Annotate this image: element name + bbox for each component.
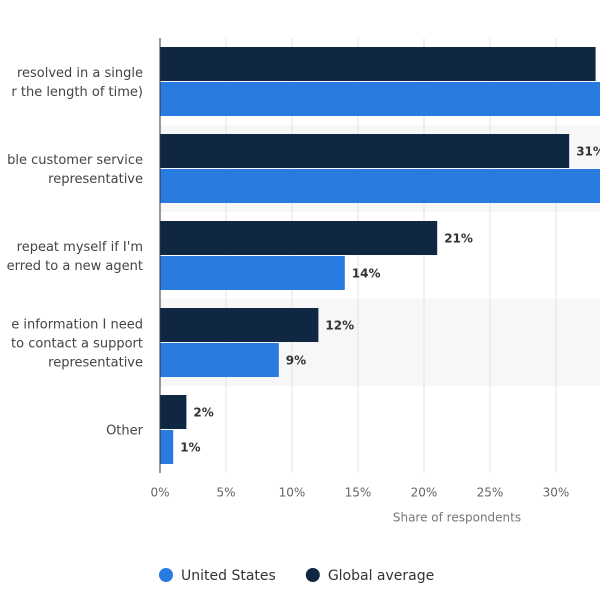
x-tick-label: 5%: [216, 486, 235, 500]
x-axis-label: Share of respondents: [393, 511, 521, 525]
category-label: Other: [106, 423, 143, 438]
bar: [160, 221, 438, 255]
category-label: repeat myself if I'm erred to a new agen…: [6, 239, 143, 274]
bar: [160, 47, 596, 81]
x-tick-label: 20%: [411, 486, 438, 500]
legend-label: Global average: [328, 568, 434, 584]
bar: [160, 430, 174, 464]
value-label: 9%: [286, 354, 306, 368]
value-label: 2%: [193, 406, 213, 420]
bar: [160, 82, 600, 116]
legend-label: United States: [181, 568, 276, 584]
bar: [160, 169, 600, 203]
value-label: 1%: [180, 441, 200, 455]
legend-marker: [305, 568, 320, 582]
legend-marker: [159, 568, 173, 582]
category-label: resolved in a single r the length of tim…: [11, 65, 143, 100]
value-label: 31%: [576, 145, 600, 159]
x-tick-label: 15%: [345, 486, 372, 500]
x-tick-label: 10%: [279, 486, 306, 500]
bar: [160, 134, 570, 168]
x-tick-label: 30%: [543, 486, 570, 500]
value-label: 14%: [352, 267, 381, 281]
bar: [160, 308, 319, 342]
x-tick-label: 0%: [150, 486, 169, 500]
bar: [160, 395, 187, 429]
value-label: 21%: [444, 232, 473, 246]
category-label: ble customer service representative: [7, 152, 143, 187]
bar: [160, 343, 279, 377]
value-label: 12%: [325, 319, 354, 333]
bar: [160, 256, 345, 290]
category-label: e information I need to contact a suppor…: [11, 317, 143, 370]
x-tick-label: 25%: [477, 486, 504, 500]
